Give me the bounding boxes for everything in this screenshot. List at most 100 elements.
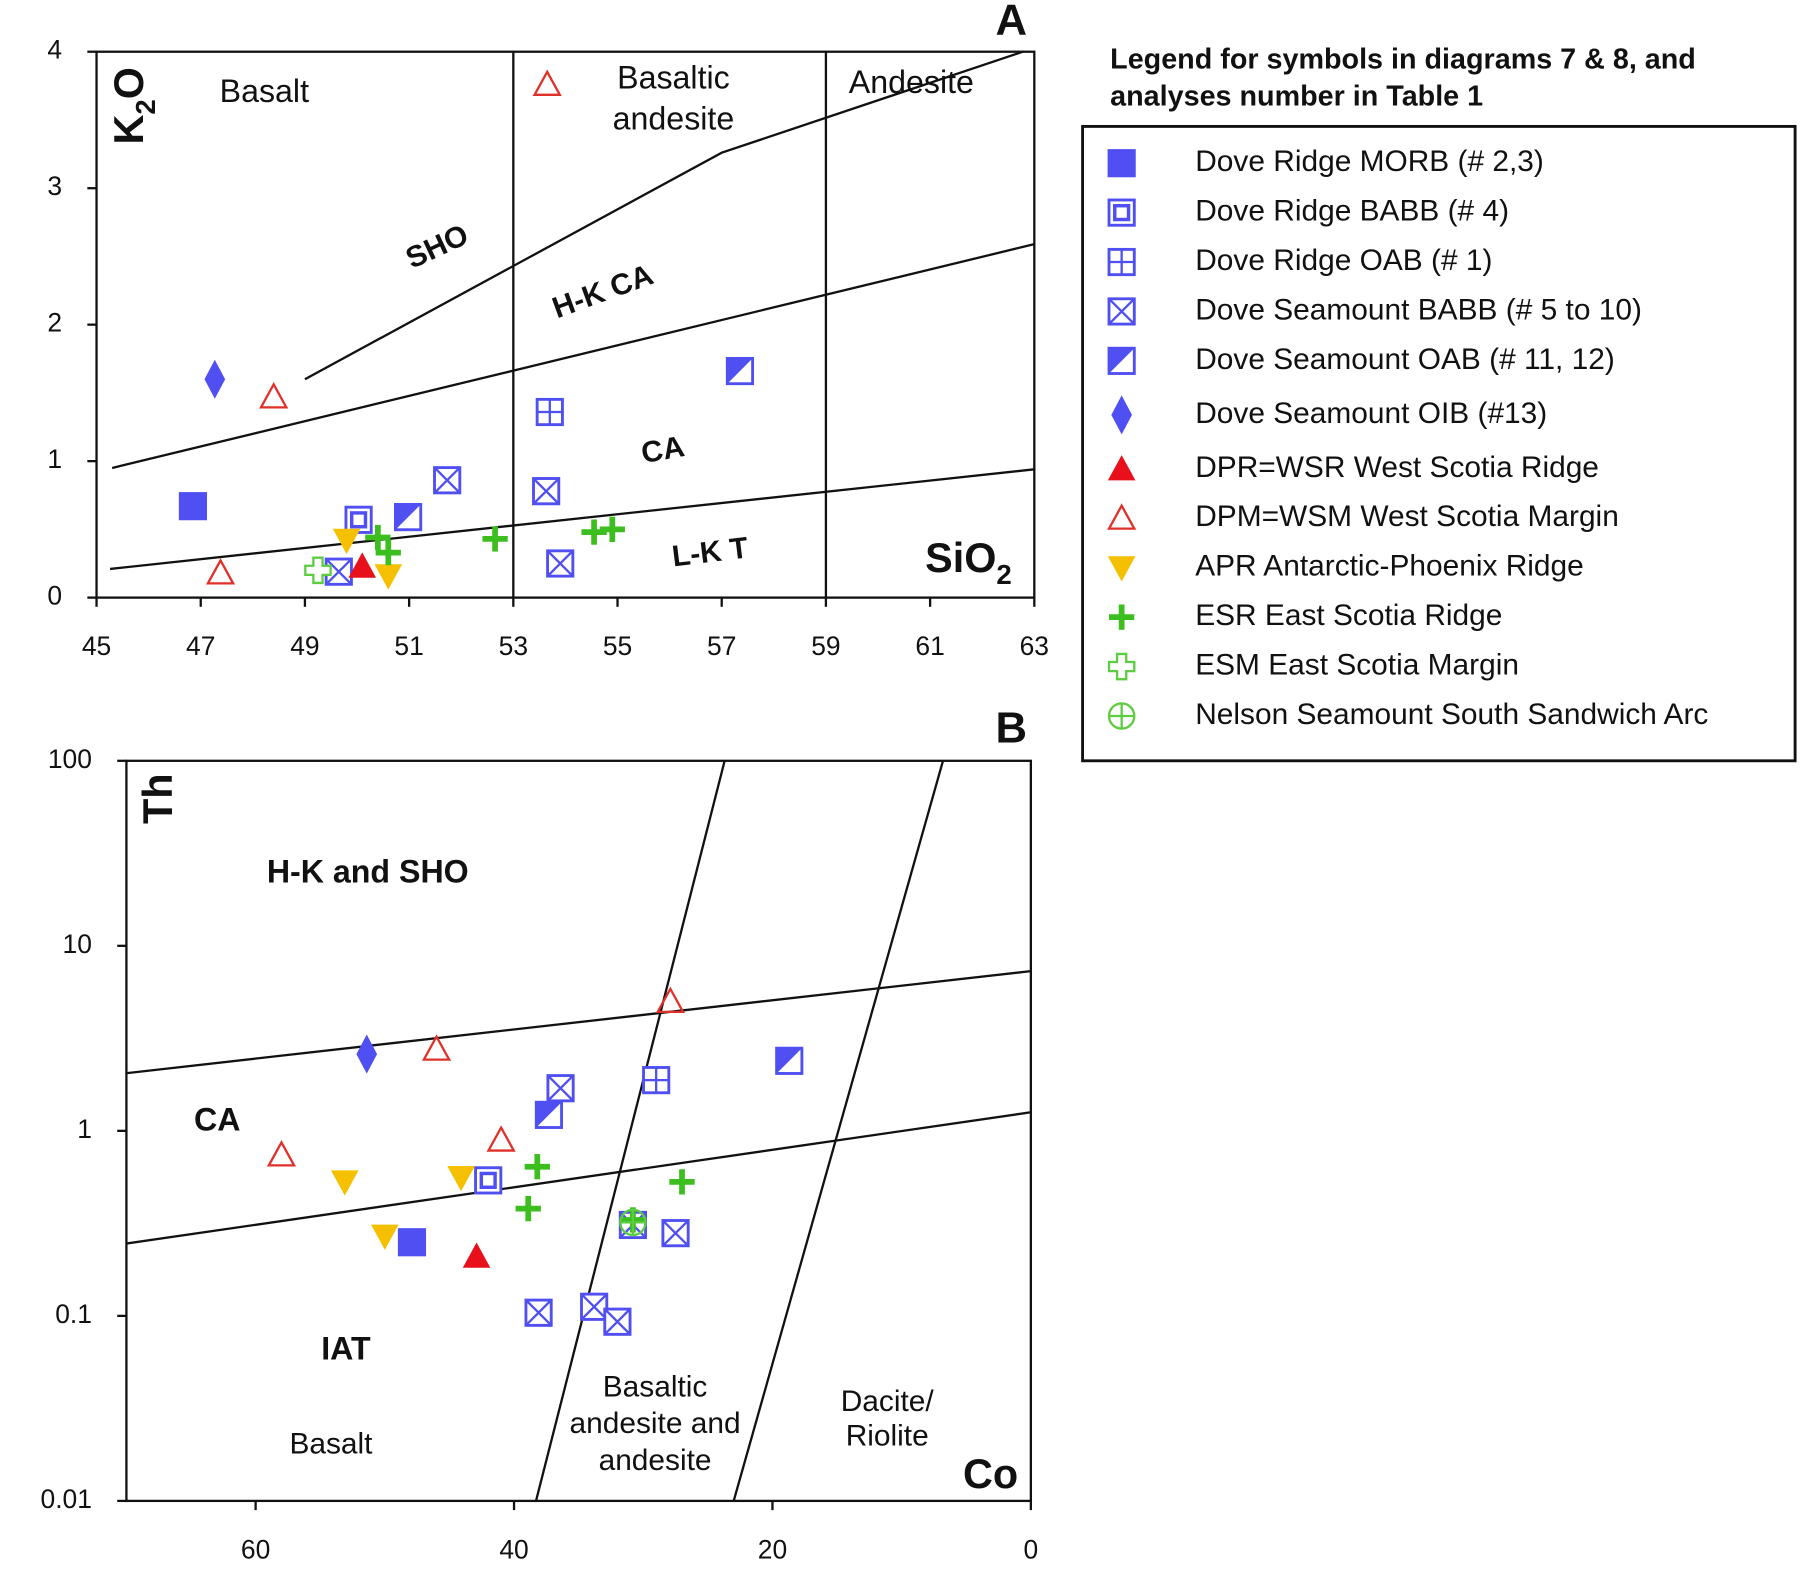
region-label: CA [194, 1101, 240, 1137]
marker [374, 564, 403, 590]
marker-shape [462, 1242, 491, 1268]
y-tick-label: 3 [47, 171, 62, 201]
marker [205, 558, 236, 585]
region-label: H-K CA [548, 258, 658, 325]
marker [433, 466, 462, 495]
y-tick-label: 1 [47, 444, 62, 474]
marker [266, 1140, 297, 1167]
marker [348, 552, 377, 578]
marker [1107, 346, 1136, 375]
marker-shape [259, 381, 289, 409]
y-axis-label: Th [135, 773, 181, 824]
region-label: SHO [401, 218, 474, 275]
region-label-line: andesite and [570, 1407, 741, 1440]
marker [482, 526, 508, 552]
y-tick-label: 0.01 [41, 1484, 92, 1514]
x-tick-label: 63 [1020, 631, 1049, 661]
marker [775, 1046, 804, 1075]
region-label-line: CA [194, 1101, 240, 1137]
marker [486, 1125, 516, 1152]
marker [725, 356, 755, 386]
region-label-line: L-K T [670, 531, 750, 573]
x-axis-label-part: SiO [925, 535, 996, 581]
marker [1107, 198, 1136, 227]
region-label-line: H-K and SHO [267, 853, 469, 889]
field-boundary [109, 468, 1035, 571]
marker-shape [348, 552, 377, 578]
marker [356, 1034, 378, 1074]
region-label-line: Basaltic [603, 1370, 708, 1403]
marker-shape [525, 1299, 553, 1327]
marker [462, 1242, 491, 1268]
x-tick-label: 55 [603, 631, 632, 661]
marker [1107, 455, 1136, 481]
marker-shape [1107, 149, 1136, 178]
marker [365, 524, 391, 551]
plot-frame [95, 50, 1036, 599]
marker-shape [356, 1034, 378, 1074]
region-label: Basalt [220, 73, 309, 109]
marker [332, 528, 361, 555]
marker [642, 1066, 671, 1095]
marker-shape [662, 1219, 689, 1247]
y-tick-label: 1 [77, 1114, 92, 1144]
marker-shape [547, 1074, 575, 1102]
y-axis-label-part: 2 [130, 99, 161, 114]
x-tick-label: 53 [499, 631, 528, 661]
marker [1107, 247, 1136, 277]
panel-letter: B [996, 703, 1028, 752]
marker-shape [532, 477, 560, 505]
marker [1107, 297, 1136, 326]
field-boundary [111, 243, 1035, 470]
marker-shape [266, 1140, 297, 1167]
x-tick-label: 51 [394, 631, 423, 661]
marker-shape [486, 1125, 516, 1152]
marker-shape [532, 69, 562, 96]
x-axis-label-part: Co [963, 1451, 1018, 1497]
legend-label: Dove Seamount OIB (#13) [1195, 397, 1547, 430]
marker [532, 477, 561, 506]
x-tick-label: 45 [82, 631, 111, 661]
region-label-line: H-K CA [548, 258, 658, 325]
region-label-line: Andesite [849, 63, 974, 99]
x-axis-label-part: 2 [996, 559, 1011, 590]
x-tick-label: 47 [186, 631, 215, 661]
marker [655, 986, 685, 1014]
legend-label: DPR=WSR West Scotia Ridge [1195, 451, 1599, 484]
marker-shape [1107, 503, 1137, 530]
y-axis-label-part: Th [135, 773, 181, 824]
marker-shape [374, 564, 403, 590]
marker [1107, 149, 1136, 178]
marker-shape [395, 504, 421, 530]
marker [524, 1298, 553, 1327]
panel-letter: A [996, 0, 1028, 45]
marker [447, 1165, 475, 1192]
marker-shape [727, 358, 753, 384]
marker [1109, 604, 1135, 630]
marker [546, 549, 575, 578]
region-label: IAT [321, 1330, 371, 1366]
field-boundary [534, 760, 726, 1502]
region-label-line: Basalt [220, 73, 309, 109]
marker [524, 1154, 550, 1180]
marker [661, 1219, 690, 1248]
region-label-line: Basalt [289, 1428, 373, 1461]
marker [580, 1292, 609, 1321]
legend-label: Dove Seamount OAB (# 11, 12) [1195, 343, 1615, 376]
marker [534, 1100, 564, 1129]
marker-shape [344, 505, 373, 534]
marker-shape [1108, 297, 1136, 325]
marker [1107, 652, 1136, 681]
marker [1107, 702, 1136, 730]
x-axis-label: SiO2 [925, 535, 1012, 590]
marker [532, 69, 562, 96]
y-tick-label: 4 [47, 35, 62, 65]
x-tick-label: 20 [758, 1534, 787, 1564]
marker-shape [447, 1165, 475, 1192]
marker [474, 1166, 503, 1195]
field-boundary [126, 1111, 1032, 1245]
legend-label: ESR East Scotia Ridge [1195, 599, 1502, 632]
marker-shape [546, 550, 574, 577]
marker [669, 1169, 695, 1195]
